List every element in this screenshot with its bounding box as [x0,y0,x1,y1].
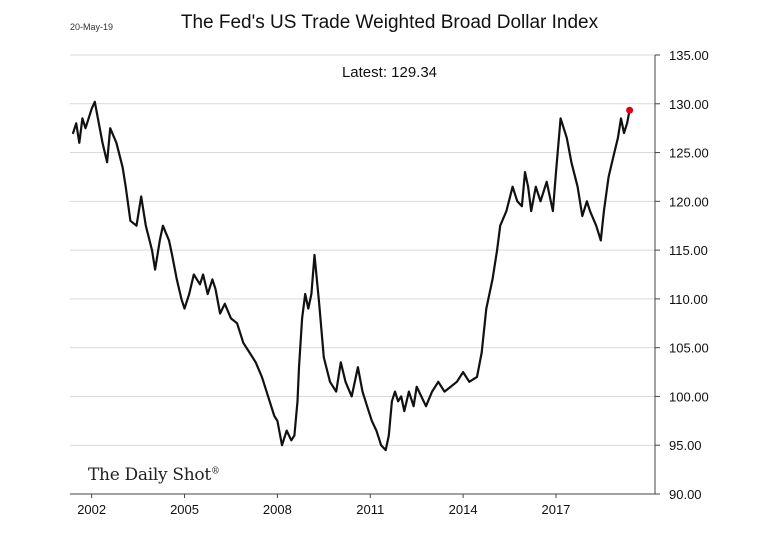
y-tick-label: 120.00 [669,194,709,209]
y-tick-label: 125.00 [669,146,709,161]
y-tick-label: 135.00 [669,48,709,63]
y-tick-label: 110.00 [669,292,708,307]
x-tick-label: 2014 [449,502,478,517]
brand-logo: The Daily Shot® [88,465,220,485]
y-tick-label: 90.00 [669,487,702,502]
date-stamp: 20-May-19 [70,22,114,32]
y-tick-label: 105.00 [669,341,709,356]
brand-mark: ® [210,466,220,477]
gridlines [70,54,655,446]
latest-annotation: Latest: 129.34 [341,64,438,81]
x-tick-label: 2008 [263,502,292,517]
x-tick-label: 2005 [170,502,199,517]
x-tick-label: 2017 [541,502,570,517]
brand-name: The Daily Shot [88,465,211,485]
x-tick-label: 2002 [77,502,106,517]
chart-title: The Fed's US Trade Weighted Broad Dollar… [180,12,599,33]
y-tick-label: 100.00 [669,389,709,404]
series-line [72,100,631,452]
axes: 90.00 95.00 100.00 105.00 110.00 115.00 120.00… [70,48,709,517]
y-tick-label: 115.00 [669,243,708,258]
y-tick-label: 95.00 [669,438,702,453]
y-tick-label: 130.00 [669,97,709,112]
latest-point [626,106,634,114]
x-tick-label: 2011 [356,502,384,517]
series [72,100,634,452]
